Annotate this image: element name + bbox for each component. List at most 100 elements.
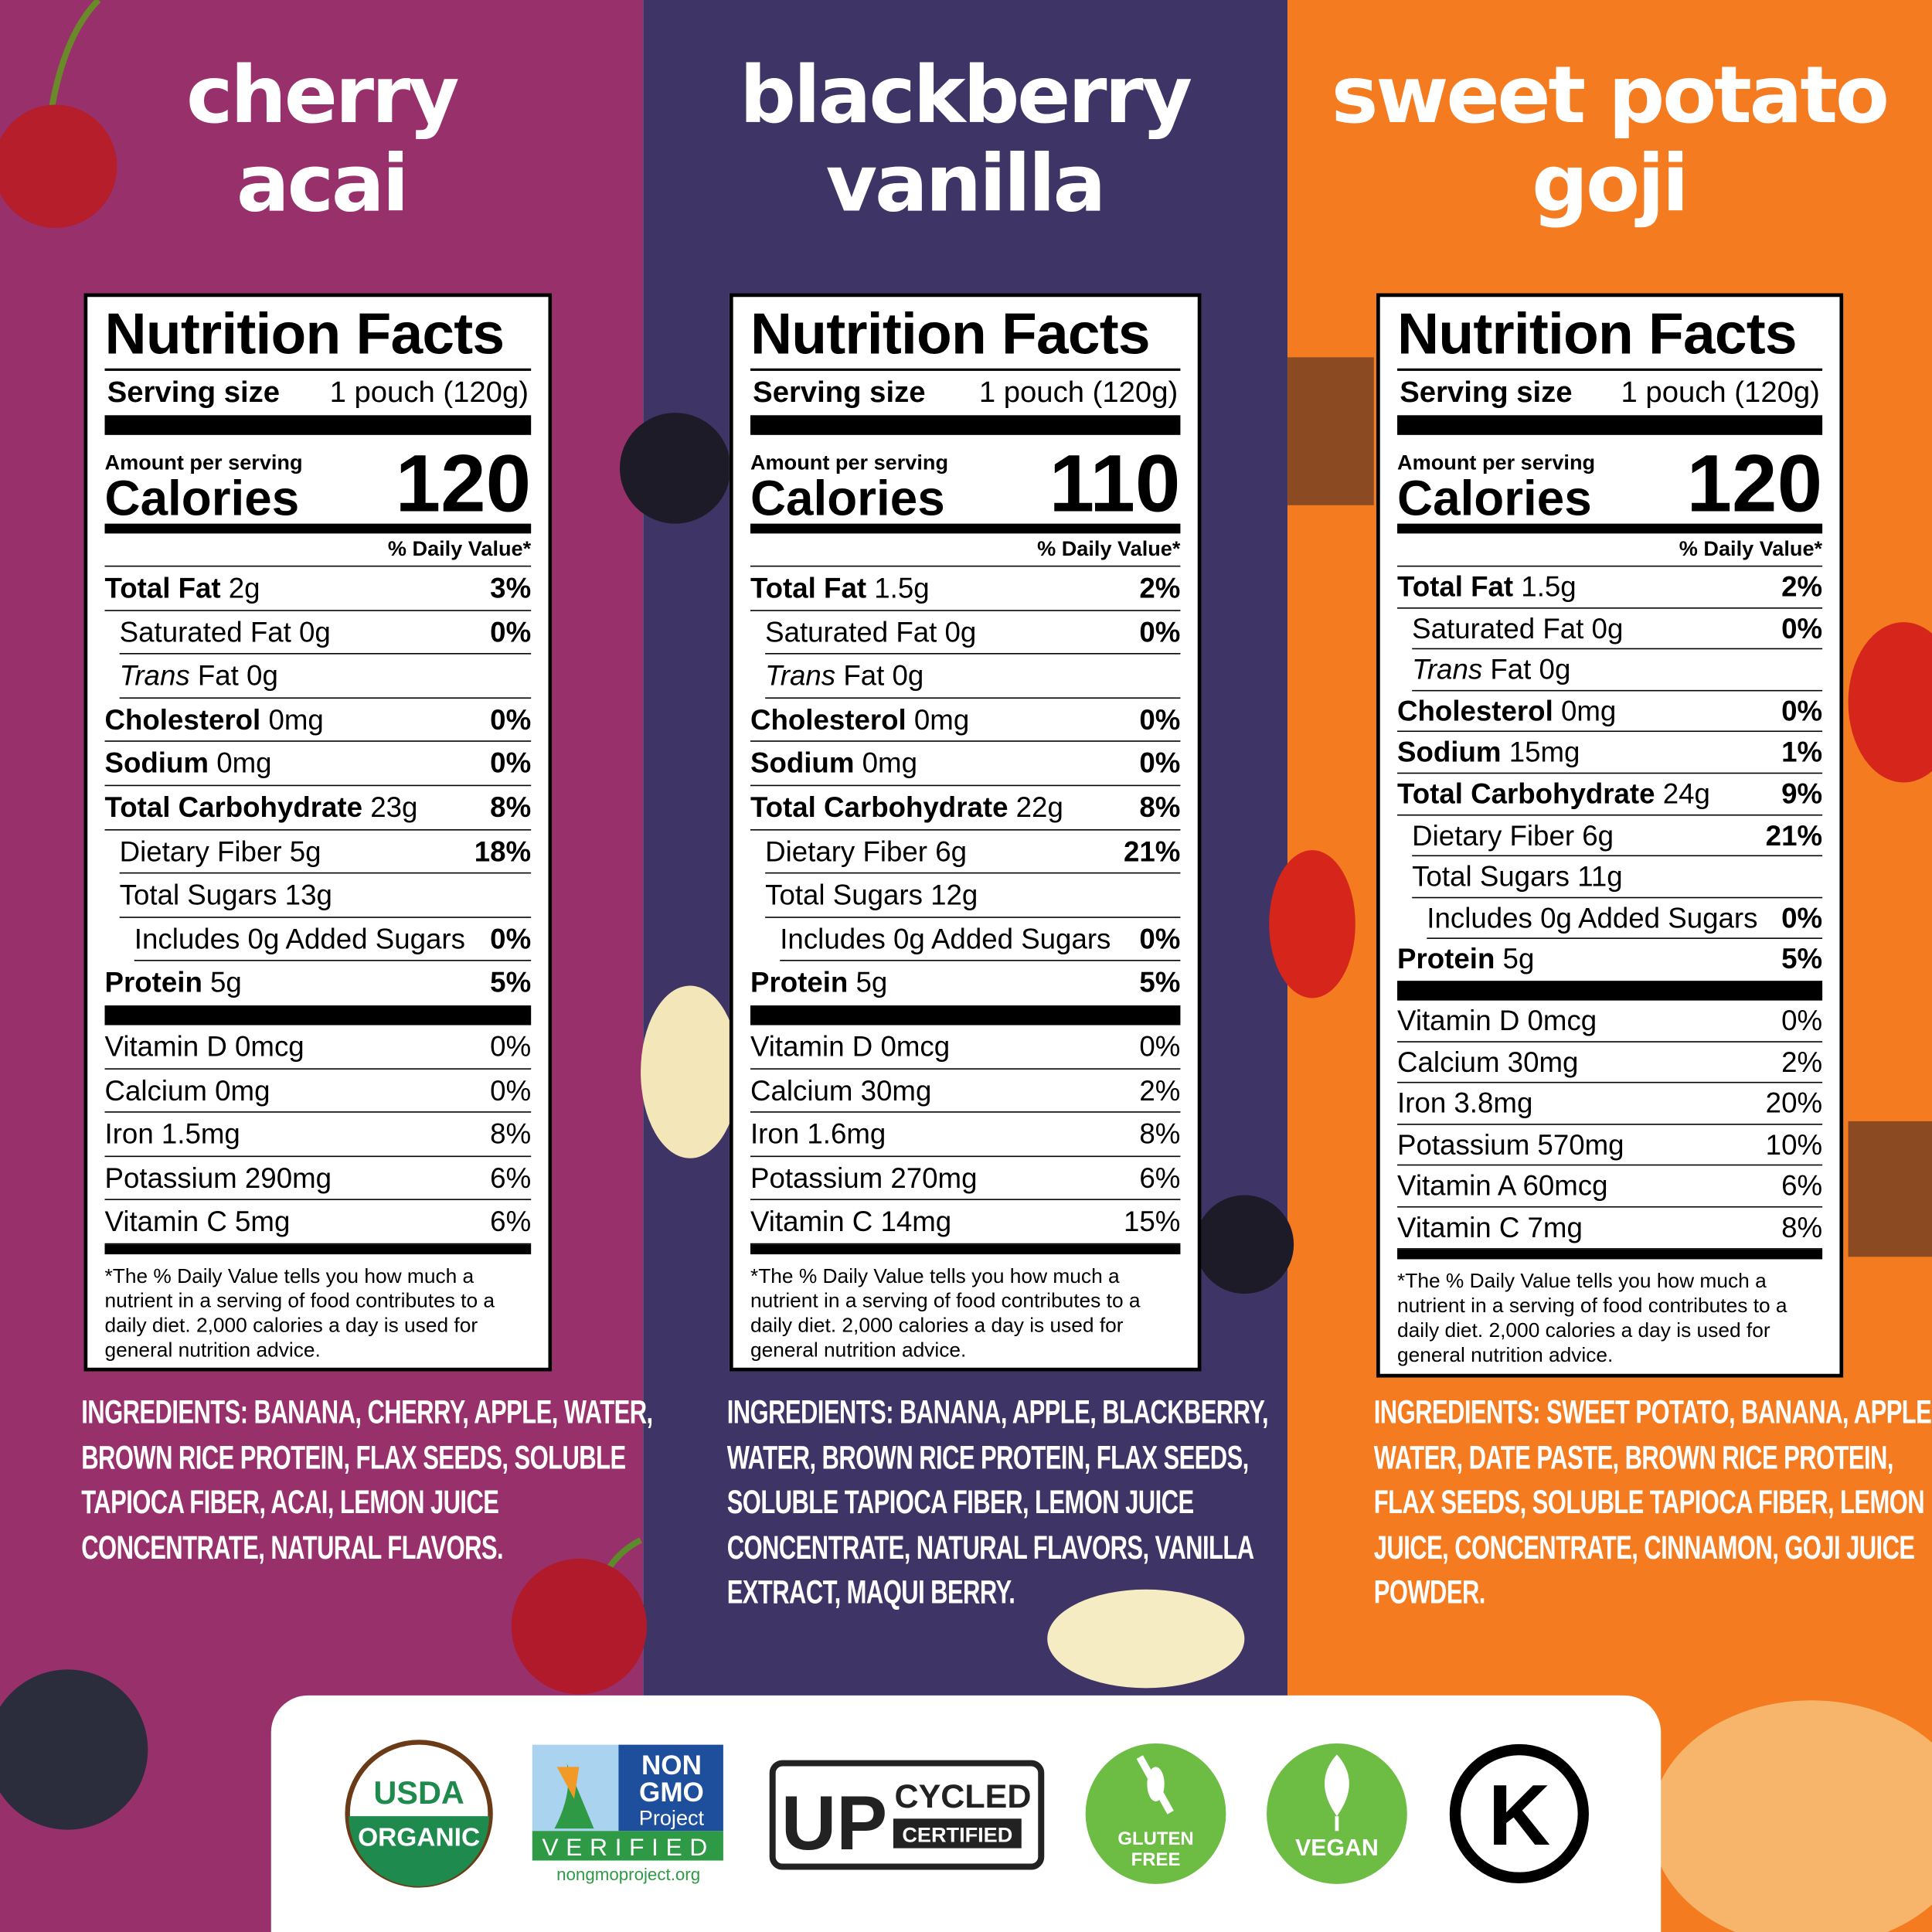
nutrient-daily-value: 0% — [1139, 747, 1181, 780]
nutrition-facts-title: Nutrition Facts — [1397, 299, 1823, 371]
vitamin-name: Iron 1.6mg — [750, 1117, 886, 1150]
blackberry-icon — [619, 413, 731, 524]
calories-label-group: Amount per serving Calories — [1397, 451, 1595, 526]
nutrient-label: Total Sugars 13g — [119, 879, 332, 911]
nutrient-daily-value: 0% — [490, 922, 532, 955]
vitamin-row: Potassium 290mg 6% — [104, 1157, 532, 1201]
calories-label-group: Amount per serving Calories — [750, 451, 948, 523]
vitamin-name: Vitamin A 60mcg — [1397, 1169, 1608, 1202]
upcycled-certified-badge: UP CYCLED CERTIFIED — [769, 1760, 1045, 1870]
nutrient-row: Cholesterol 0mg 0% — [750, 699, 1181, 743]
vegan-badge: VEGAN — [1267, 1743, 1407, 1884]
non-gmo-verified-badge: NON GMO Project VERIFIED nongmoproject.o… — [532, 1744, 723, 1884]
nutrient-row: Sodium 15mg 1% — [1397, 733, 1823, 774]
nutrient-name: Includes 0g Added Sugars — [134, 917, 465, 960]
svg-text:VEGAN: VEGAN — [1295, 1835, 1379, 1861]
calories-row: Amount per serving Calories 120 — [105, 435, 532, 523]
nutrient-daily-value: 2% — [1781, 570, 1823, 603]
svg-text:USDA: USDA — [373, 1774, 464, 1811]
nutrient-amount: 1.5g — [874, 571, 930, 604]
nutrient-row: Total Carbohydrate 23g 8% — [104, 786, 532, 830]
nutrient-name: Saturated Fat 0g — [765, 611, 976, 653]
nutrient-bold-name: Sodium — [750, 747, 855, 780]
nutrient-bold-name: Total Fat — [104, 571, 221, 604]
nutrient-name: Total Sugars 11g — [1412, 856, 1622, 896]
nutrient-bold-name: Total Fat — [750, 571, 867, 604]
gluten-free-badge: GLUTEN FREE — [1085, 1743, 1226, 1884]
svg-text:nongmoproject.org: nongmoproject.org — [556, 1865, 700, 1884]
nutrient-label: Includes 0g Added Sugars — [1427, 901, 1758, 934]
vitamin-name: Vitamin C 14mg — [750, 1205, 952, 1238]
nutrient-bold-name: Total Carbohydrate — [104, 791, 362, 824]
nutrient-name: Protein 5g — [750, 961, 887, 1005]
nutrient-row: Includes 0g Added Sugars 0% — [1427, 898, 1823, 940]
nutrient-label: Fat 0g — [835, 659, 924, 692]
vitamin-row: Iron 3.8mg 20% — [1397, 1083, 1823, 1125]
vitamin-row: Vitamin A 60mcg 6% — [1397, 1166, 1823, 1208]
nutrient-daily-value: 8% — [490, 791, 532, 824]
svg-text:CERTIFIED: CERTIFIED — [902, 1823, 1012, 1847]
vitamin-row: Vitamin C 5mg 6% — [104, 1200, 532, 1245]
daily-value-footnote: *The % Daily Value tells you how much a … — [104, 1265, 495, 1362]
divider-medium — [104, 523, 532, 534]
calories-value: 120 — [1686, 437, 1823, 529]
svg-text:NON: NON — [641, 1750, 702, 1781]
vitamin-row: Iron 1.5mg 8% — [104, 1113, 532, 1157]
nutrient-amount: 15mg — [1509, 736, 1580, 768]
vitamin-name: Vitamin C 5mg — [104, 1205, 291, 1238]
vanilla-flower-icon — [1047, 1589, 1245, 1689]
nutrient-row: Dietary Fiber 5g 18% — [119, 830, 532, 874]
serving-size-row: Serving size 1 pouch (120g) — [750, 371, 1180, 415]
vitamin-name: Vitamin D 0mcg — [1397, 1004, 1597, 1036]
svg-text:VERIFIED: VERIFIED — [542, 1833, 715, 1861]
nutrient-bold-name: Total Carbohydrate — [750, 791, 1009, 824]
nutrient-row: Trans Fat 0g — [765, 655, 1181, 699]
serving-size-value: 1 pouch (120g) — [1621, 376, 1820, 410]
flavor-title-line: blackberry — [740, 50, 1192, 142]
nutrient-name: Total Sugars 13g — [120, 874, 332, 917]
nutrient-italic-name: Trans — [765, 659, 836, 692]
nutrient-name: Cholesterol 0mg — [105, 699, 324, 741]
nutrient-amount: 0mg — [1560, 694, 1617, 727]
nutrient-row: Trans Fat 0g — [119, 655, 532, 699]
nutrient-amount: 23g — [370, 791, 418, 824]
nutrient-daily-value: 8% — [1139, 791, 1181, 824]
nutrient-name: Trans Fat 0g — [765, 655, 923, 697]
nutrient-row: Total Carbohydrate 24g 9% — [1397, 774, 1823, 815]
vitamin-name: Potassium 270mg — [750, 1162, 978, 1194]
nutrient-name: Protein 5g — [1397, 939, 1534, 981]
divider-medium — [750, 523, 1181, 534]
nutrient-name: Total Fat 1.5g — [750, 566, 930, 609]
divider-medium — [1397, 523, 1823, 534]
vitamin-daily-value: 6% — [490, 1205, 532, 1238]
nutrient-bold-name: Protein — [750, 966, 849, 999]
nutrient-row: Total Sugars 11g — [1412, 856, 1823, 898]
svg-text:CYCLED: CYCLED — [895, 1778, 1032, 1815]
vitamin-name: Vitamin D 0mcg — [104, 1029, 304, 1063]
nutrient-name: Sodium 0mg — [105, 742, 272, 784]
vitamin-row: Vitamin C 7mg 8% — [1397, 1207, 1823, 1249]
daily-value-footnote: *The % Daily Value tells you how much a … — [750, 1265, 1141, 1362]
serving-size-label: Serving size — [753, 376, 926, 410]
nutrient-name: Protein 5g — [105, 961, 242, 1005]
flavor-title-line: cherry — [185, 50, 460, 142]
serving-size-row: Serving size 1 pouch (120g) — [105, 371, 532, 415]
nutrient-label: Includes 0g Added Sugars — [134, 922, 465, 955]
nutrient-amount: 5g — [855, 966, 888, 999]
nutrient-daily-value: 0% — [490, 747, 532, 780]
calories-label: Calories — [1397, 471, 1592, 526]
nutrient-row: Includes 0g Added Sugars 0% — [780, 917, 1181, 962]
nutrient-daily-value: 9% — [1781, 777, 1823, 810]
vitamin-daily-value: 6% — [1139, 1162, 1181, 1194]
nutrient-row: Sodium 0mg 0% — [104, 742, 532, 787]
vanilla-flower-icon — [641, 985, 740, 1158]
daily-value-header: % Daily Value* — [1397, 533, 1823, 567]
nutrient-row: Saturated Fat 0g 0% — [765, 611, 1181, 655]
nutrient-name: Total Fat 1.5g — [1397, 566, 1577, 607]
nutrition-facts-title: Nutrition Facts — [750, 299, 1181, 371]
nutrient-label: Dietary Fiber 6g — [765, 835, 967, 867]
divider-medium — [104, 1244, 532, 1254]
divider-thick — [104, 1005, 532, 1026]
nutrient-daily-value: 21% — [1765, 818, 1823, 852]
